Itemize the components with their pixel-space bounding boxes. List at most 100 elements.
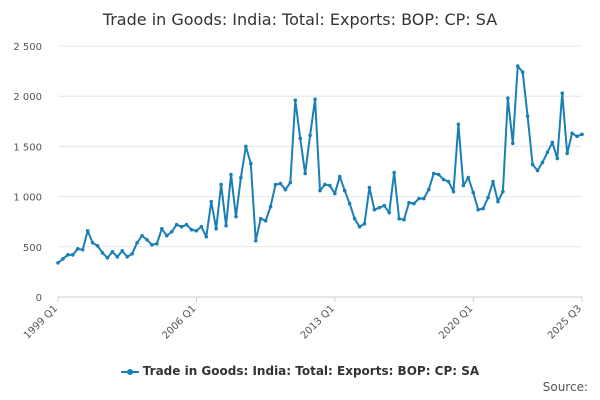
data-point[interactable] <box>328 183 332 188</box>
data-point[interactable] <box>530 162 535 167</box>
data-point[interactable] <box>283 187 288 192</box>
data-point[interactable] <box>545 150 550 155</box>
data-point[interactable] <box>481 206 485 211</box>
data-point[interactable] <box>90 240 95 245</box>
legend[interactable]: Trade in Goods: India: Total: Exports: B… <box>0 364 600 378</box>
data-point[interactable] <box>501 189 505 194</box>
data-point[interactable] <box>397 216 401 221</box>
data-point[interactable] <box>253 238 258 243</box>
data-point[interactable] <box>496 199 500 204</box>
data-point[interactable] <box>229 172 233 177</box>
data-point[interactable] <box>560 91 565 95</box>
data-point[interactable] <box>303 171 307 176</box>
data-point[interactable] <box>362 221 367 226</box>
data-point[interactable] <box>431 171 436 176</box>
data-point[interactable] <box>61 257 65 261</box>
data-point[interactable] <box>555 156 560 161</box>
data-point[interactable] <box>461 183 466 188</box>
data-point[interactable] <box>145 237 149 242</box>
data-point[interactable] <box>575 134 579 139</box>
data-point[interactable] <box>357 224 362 229</box>
data-point[interactable] <box>288 180 293 185</box>
data-point[interactable] <box>491 179 495 184</box>
data-point[interactable] <box>75 247 80 251</box>
data-point[interactable] <box>308 133 312 138</box>
data-point[interactable] <box>471 190 476 195</box>
data-point[interactable] <box>466 175 471 180</box>
data-point[interactable] <box>263 218 268 223</box>
data-point[interactable] <box>179 224 184 229</box>
data-point[interactable] <box>407 200 411 205</box>
data-point[interactable] <box>298 136 303 141</box>
data-point[interactable] <box>273 182 278 187</box>
data-point[interactable] <box>476 207 480 212</box>
data-point[interactable] <box>426 187 431 192</box>
data-point[interactable] <box>125 255 130 259</box>
data-point[interactable] <box>244 144 248 149</box>
data-point[interactable] <box>367 185 372 190</box>
data-point[interactable] <box>258 216 263 221</box>
data-point[interactable] <box>318 188 322 193</box>
data-point[interactable] <box>150 242 154 247</box>
data-point[interactable] <box>441 177 446 182</box>
data-point[interactable] <box>56 261 60 265</box>
data-point[interactable] <box>95 244 100 248</box>
data-point[interactable] <box>130 252 134 256</box>
data-point[interactable] <box>100 251 105 255</box>
data-point[interactable] <box>580 132 584 137</box>
data-point[interactable] <box>525 114 530 119</box>
data-point[interactable] <box>115 255 120 259</box>
data-point[interactable] <box>194 228 199 233</box>
data-point[interactable] <box>456 122 461 127</box>
data-point[interactable] <box>520 70 525 74</box>
data-point[interactable] <box>184 222 189 227</box>
data-point[interactable] <box>565 151 569 156</box>
data-point[interactable] <box>80 248 85 252</box>
data-point[interactable] <box>372 207 377 212</box>
data-point[interactable] <box>199 224 204 229</box>
data-point[interactable] <box>412 201 416 206</box>
data-point[interactable] <box>550 140 555 145</box>
data-point[interactable] <box>387 210 392 215</box>
data-point[interactable] <box>66 253 70 257</box>
data-point[interactable] <box>164 233 169 238</box>
data-point[interactable] <box>515 64 520 68</box>
data-point[interactable] <box>540 160 545 165</box>
data-point[interactable] <box>214 226 218 231</box>
data-point[interactable] <box>219 182 223 187</box>
data-point[interactable] <box>105 256 110 260</box>
data-point[interactable] <box>392 170 396 175</box>
data-point[interactable] <box>422 196 426 201</box>
data-point[interactable] <box>323 182 327 187</box>
data-point[interactable] <box>248 161 253 166</box>
data-point[interactable] <box>313 97 317 102</box>
data-point[interactable] <box>155 241 159 246</box>
data-point[interactable] <box>436 172 441 177</box>
data-point[interactable] <box>174 222 179 227</box>
data-point[interactable] <box>278 181 283 186</box>
data-point[interactable] <box>120 249 125 253</box>
data-point[interactable] <box>337 174 342 179</box>
data-point[interactable] <box>347 201 352 206</box>
data-point[interactable] <box>446 179 451 184</box>
data-point[interactable] <box>239 175 243 180</box>
data-point[interactable] <box>160 226 164 231</box>
data-point[interactable] <box>377 205 382 210</box>
data-point[interactable] <box>417 196 421 201</box>
data-point[interactable] <box>333 191 337 196</box>
data-point[interactable] <box>342 188 347 193</box>
data-point[interactable] <box>169 229 174 234</box>
data-point[interactable] <box>71 253 75 257</box>
data-point[interactable] <box>209 199 214 204</box>
data-point[interactable] <box>85 228 90 233</box>
data-point[interactable] <box>486 195 490 200</box>
data-point[interactable] <box>535 168 540 173</box>
data-point[interactable] <box>570 131 574 136</box>
data-point[interactable] <box>234 214 238 219</box>
data-point[interactable] <box>140 233 144 238</box>
data-point[interactable] <box>189 227 194 232</box>
data-point[interactable] <box>204 234 209 239</box>
data-point[interactable] <box>293 98 298 103</box>
data-point[interactable] <box>224 223 228 228</box>
data-point[interactable] <box>402 217 406 222</box>
